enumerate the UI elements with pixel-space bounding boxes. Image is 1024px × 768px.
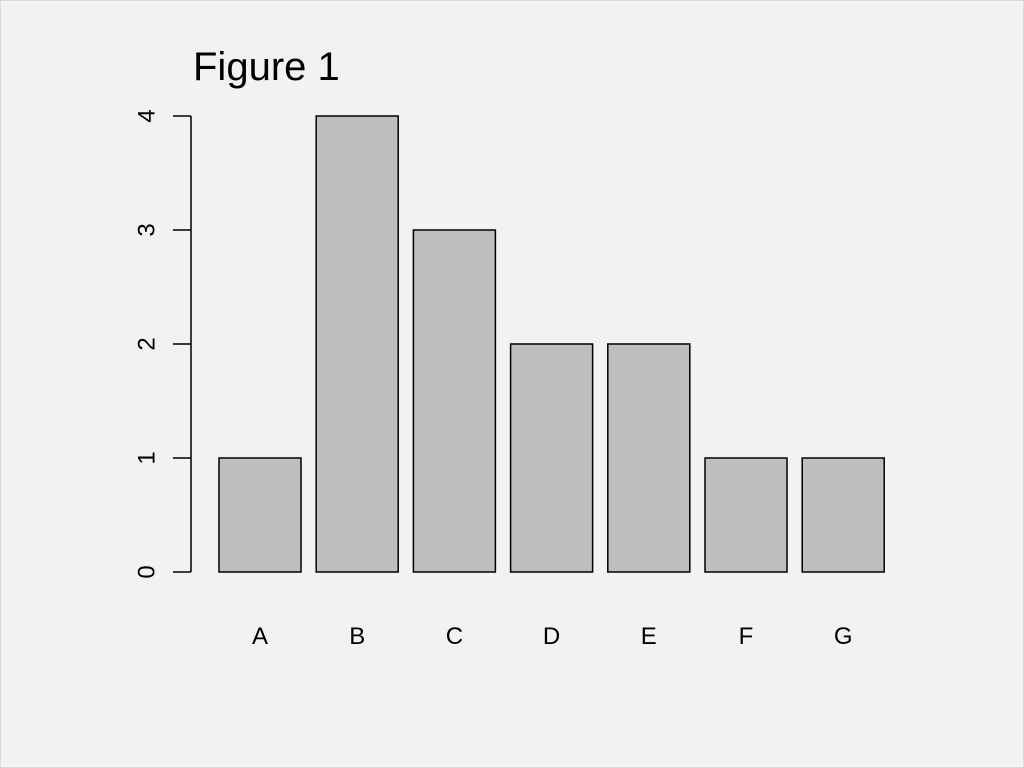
x-tick-label-G: G — [834, 623, 853, 650]
x-tick-label-F: F — [739, 623, 754, 650]
bar-D — [509, 343, 594, 573]
bar-C — [412, 229, 497, 573]
chart-title: Figure 1 — [193, 45, 340, 89]
bar-F — [704, 457, 788, 573]
y-tick-label-0: 0 — [134, 565, 161, 578]
x-tick-label-C: C — [446, 623, 463, 650]
bar-A — [218, 457, 302, 573]
y-tick-label-4: 4 — [134, 109, 161, 122]
y-tick-label-2: 2 — [134, 337, 161, 350]
x-tick-label-E: E — [641, 623, 657, 650]
x-tick-label-A: A — [252, 623, 268, 650]
bar-B — [315, 115, 399, 573]
y-tick-label-1: 1 — [134, 451, 161, 464]
plot-area: 0 1 2 3 4 A B C D E F G — [134, 109, 885, 650]
bar-E — [607, 343, 691, 573]
y-tick-label-3: 3 — [134, 223, 161, 236]
bar-G — [801, 457, 885, 573]
x-tick-label-D: D — [543, 623, 560, 650]
x-tick-label-B: B — [349, 623, 365, 650]
